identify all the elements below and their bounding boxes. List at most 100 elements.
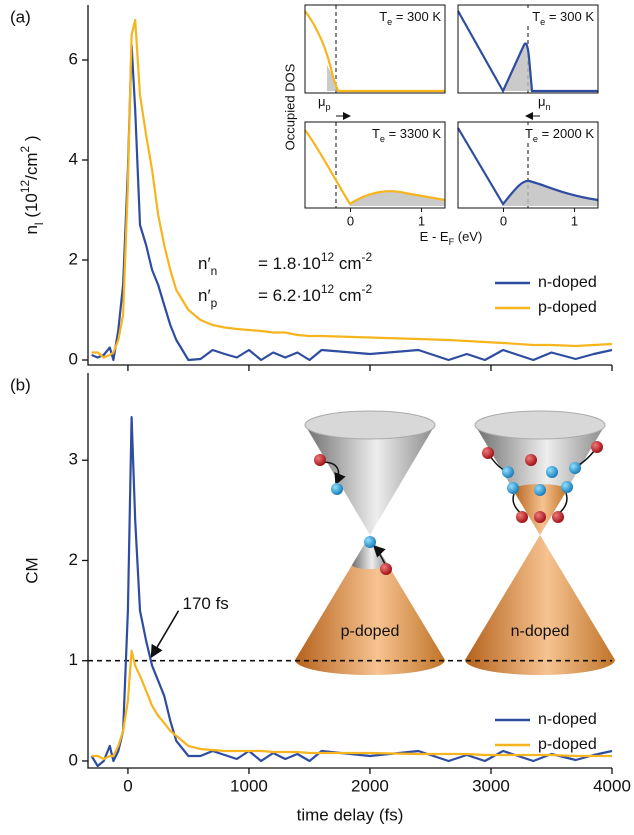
annotation-expression-part: cm xyxy=(334,254,361,273)
inset-curve xyxy=(304,129,446,206)
diagram-label: p-doped xyxy=(341,623,400,640)
inset-label-part: = 300 K xyxy=(545,9,594,24)
inset-panel: Te = 300 K xyxy=(457,4,599,94)
annotation-symbol-part: n xyxy=(211,264,218,278)
inset-label-part: = 300 K xyxy=(392,9,441,24)
annotation-expression-part: = 6.2·10 xyxy=(258,286,321,305)
y-axis-label-part: n xyxy=(22,225,41,234)
inset-label: Te = 3300 K xyxy=(372,126,441,144)
x-tick-label: 4000 xyxy=(593,776,631,795)
y-tick-label: 0 xyxy=(69,349,78,368)
y-tick-label: 6 xyxy=(69,49,78,68)
inset-y-label: Occupied DOS xyxy=(282,63,297,150)
y-axis-label: nl (1012/cm2 ) xyxy=(18,135,46,234)
inset-label-part: e xyxy=(380,134,385,144)
panel-label: (a) xyxy=(10,7,31,26)
annotation-expression-part: -2 xyxy=(361,250,372,264)
legend-label: n-doped xyxy=(538,274,597,291)
annotation-symbol-part: p xyxy=(211,296,218,310)
inset-label-part: e xyxy=(533,134,538,144)
y-tick-label: 1 xyxy=(69,650,78,669)
inset-curve xyxy=(457,10,598,94)
inset-label-part: T xyxy=(379,9,387,24)
inset-fill xyxy=(503,180,598,206)
y-axis-label-part: ) xyxy=(22,135,41,145)
inset-x-tick-label: 0 xyxy=(347,213,354,228)
inset-label-part: T xyxy=(525,126,533,141)
inset-mu-label-part: μ xyxy=(318,94,326,109)
y-tick-label: 3 xyxy=(69,450,78,469)
axis-line xyxy=(87,5,612,366)
callout-label: 170 fs xyxy=(183,594,229,613)
inset-fill xyxy=(350,191,445,206)
annotation-expression-part: = 1.8·10 xyxy=(258,254,321,273)
inset-label-part: T xyxy=(532,9,540,24)
x-tick-label: 3000 xyxy=(472,776,510,795)
inset-x-label-part: E - E xyxy=(420,229,449,244)
inset-frame xyxy=(304,4,446,94)
annotation-expression: = 1.8·1012 cm-2 xyxy=(258,250,372,273)
annotation-expression-part: 12 xyxy=(321,282,335,296)
inset-panel: Te = 300 K xyxy=(304,4,446,94)
inset-label-bg xyxy=(363,125,443,143)
inset-frame xyxy=(457,121,599,209)
y-tick-label: 4 xyxy=(69,149,78,168)
y-tick-label: 2 xyxy=(69,249,78,268)
y-axis-label-part: 2 xyxy=(18,145,32,152)
inset-label-part: T xyxy=(372,126,380,141)
inset-label: Te = 2000 K xyxy=(525,126,594,144)
data-line xyxy=(91,649,612,761)
inset-decoration xyxy=(335,5,540,208)
inset-label-bg xyxy=(516,125,596,143)
inset-label-part: = 3300 K xyxy=(385,126,441,141)
cone-diagram xyxy=(465,410,615,675)
annotation-expression: = 6.2·1012 cm-2 xyxy=(258,282,372,305)
inset-mu-label: μn xyxy=(538,94,551,112)
inset-mu-label-part: n xyxy=(546,102,551,112)
annotation-symbol-part: n′ xyxy=(198,254,211,273)
annotation-expression-part: -2 xyxy=(361,282,372,296)
y-axis-label: CM xyxy=(22,557,41,583)
y-axis-label-part: 12 xyxy=(18,179,32,193)
inset-fill xyxy=(503,43,532,91)
inset-x-tick-label: 1 xyxy=(571,213,578,228)
inset-mu-label-part: μ xyxy=(538,94,546,109)
legend-label: p-doped xyxy=(538,299,597,316)
cone-diagram xyxy=(295,410,445,675)
inset-x-label-part: F xyxy=(449,237,455,247)
inset-label-part: e xyxy=(540,17,545,27)
y-axis-label-part: (10 xyxy=(22,193,41,222)
annotation-symbol-part: n′ xyxy=(198,286,211,305)
x-axis-label: time delay (fs) xyxy=(297,805,404,824)
inset-x-label: E - EF (eV) xyxy=(420,229,483,247)
inset-mu-label-part: p xyxy=(326,102,331,112)
x-tick-label: 0 xyxy=(123,776,132,795)
inset-label-part: = 2000 K xyxy=(538,126,594,141)
annotation-expression-part: 12 xyxy=(321,250,335,264)
annotation-symbol: n′n xyxy=(198,254,217,278)
inset-label: Te = 300 K xyxy=(379,9,441,27)
inset-label-bg xyxy=(363,8,443,26)
annotation-symbol: n′p xyxy=(198,286,218,310)
inset-panel: Te = 2000 K 0 1 xyxy=(457,121,599,228)
inset-x-label-part: (eV) xyxy=(454,229,482,244)
data-line xyxy=(90,416,613,768)
callout-arrow xyxy=(150,610,180,659)
inset-curve xyxy=(457,127,599,206)
inset-frame xyxy=(304,121,446,209)
inset-panel: Te = 3300 K 0 1 xyxy=(304,121,446,228)
inset-label-bg xyxy=(516,8,596,26)
legend-label: p-doped xyxy=(538,736,597,753)
diagram-label: n-doped xyxy=(511,623,570,640)
inset-frame xyxy=(457,4,599,94)
x-tick-label: 1000 xyxy=(230,776,268,795)
legend-label: n-doped xyxy=(538,711,597,728)
x-tick-label: 2000 xyxy=(351,776,389,795)
inset-mu-label: μp xyxy=(318,94,331,112)
y-tick-label: 0 xyxy=(69,750,78,769)
inset-label: Te = 300 K xyxy=(532,9,594,27)
inset-curve xyxy=(304,10,445,93)
y-axis-label-part: l xyxy=(32,222,46,225)
